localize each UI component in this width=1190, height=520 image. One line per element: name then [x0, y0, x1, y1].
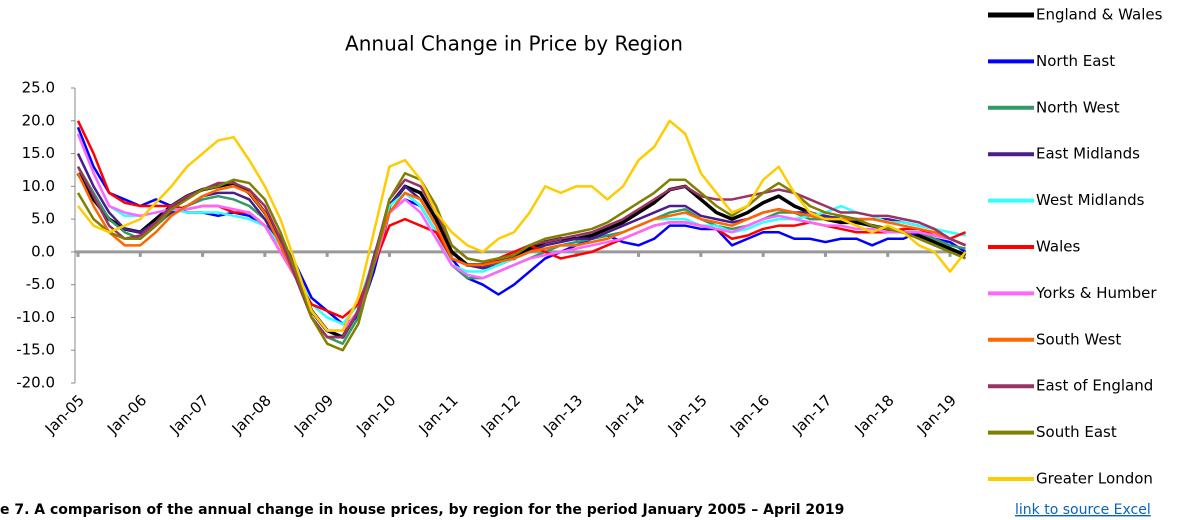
- series-line: [76, 171, 967, 352]
- x-tick-label: Jan-16: [726, 391, 773, 438]
- y-tick-label: -15.0: [16, 341, 55, 359]
- legend-label: North East: [1036, 52, 1115, 70]
- legend-label: East of England: [1036, 377, 1153, 395]
- legend-label: England & Wales: [1036, 6, 1163, 24]
- x-tick-label: Jan-07: [165, 391, 212, 438]
- y-tick-label: -10.0: [16, 308, 55, 326]
- legend-label: South West: [1036, 330, 1121, 348]
- legend-label: East Midlands: [1036, 145, 1140, 163]
- x-tick-label: Jan-06: [103, 391, 150, 438]
- chart-title: Annual Change in Price by Region: [345, 32, 683, 56]
- legend-label: Greater London: [1036, 470, 1153, 488]
- y-tick-label: 5.0: [31, 210, 55, 228]
- y-tick-label: -20.0: [16, 374, 55, 392]
- x-tick-label: Jan-14: [601, 391, 648, 438]
- legend-label: Wales: [1036, 238, 1080, 256]
- x-tick-label: Jan-17: [788, 391, 835, 438]
- x-tick-label: Jan-18: [851, 391, 898, 438]
- legend-label: North West: [1036, 98, 1120, 116]
- y-tick-label: 15.0: [22, 144, 55, 162]
- source-link[interactable]: link to source Excel: [1015, 502, 1151, 518]
- legend-label: Yorks & Humber: [1035, 284, 1157, 302]
- caption: e 7. A comparison of the annual change i…: [0, 502, 844, 518]
- legend-label: West Midlands: [1036, 191, 1145, 209]
- x-tick-label: Jan-08: [228, 391, 275, 438]
- series-line: [76, 153, 967, 339]
- y-tick-label: 25.0: [22, 79, 55, 97]
- y-tick-label: -5.0: [26, 275, 55, 293]
- series-line: [77, 119, 967, 332]
- x-tick-label: Jan-12: [477, 391, 524, 438]
- x-tick-label: Jan-13: [539, 391, 586, 438]
- x-tick-label: Jan-15: [664, 391, 711, 438]
- x-tick-label: Jan-09: [290, 391, 337, 438]
- series-line: [76, 133, 967, 332]
- y-tick-label: 20.0: [22, 111, 55, 129]
- y-tick-label: 0.0: [31, 242, 55, 260]
- series-line: [76, 172, 967, 339]
- series-line: [76, 133, 966, 326]
- legend-label: South East: [1036, 423, 1117, 441]
- x-tick-label: Jan-11: [415, 391, 462, 438]
- y-tick-label: 10.0: [22, 177, 55, 195]
- x-tick-label: Jan-10: [352, 391, 399, 438]
- x-tick-label: Jan-05: [41, 391, 88, 438]
- x-tick-label: Jan-19: [913, 391, 960, 438]
